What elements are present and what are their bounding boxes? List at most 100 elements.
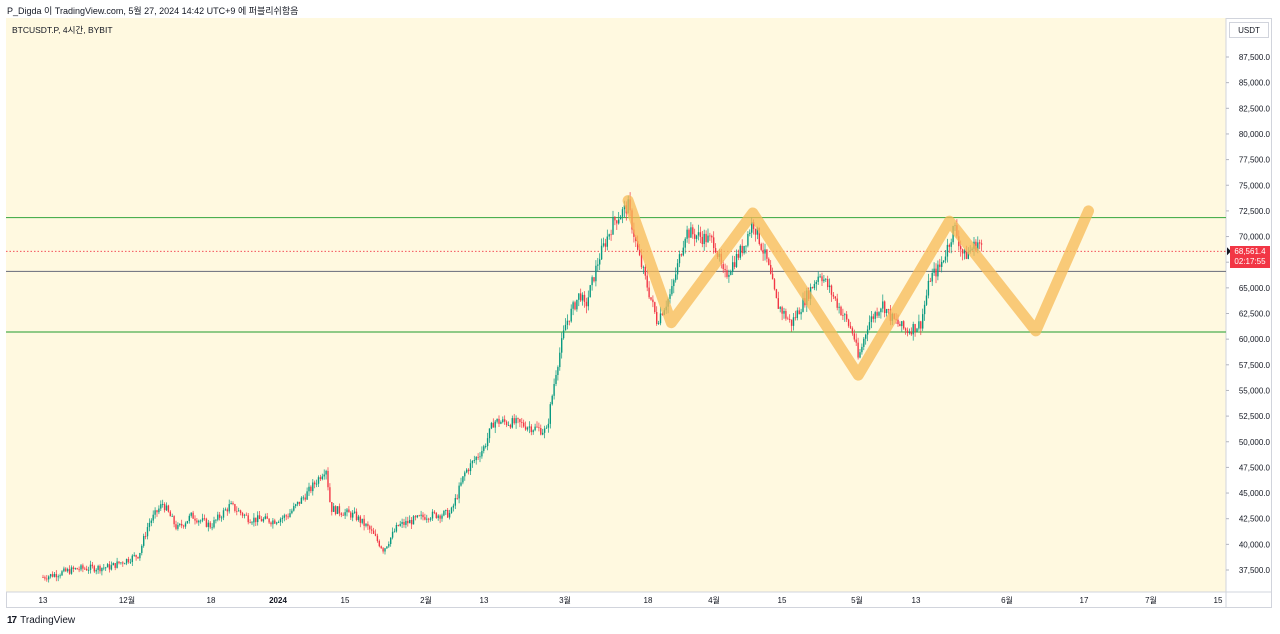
currency-unit-button[interactable]: USDT bbox=[1229, 22, 1269, 38]
candle-body bbox=[519, 419, 521, 423]
candle-body bbox=[355, 511, 358, 520]
candle-body bbox=[144, 536, 147, 537]
candle-body bbox=[371, 529, 373, 531]
candle-body bbox=[876, 312, 878, 316]
candle-body bbox=[781, 307, 783, 314]
candle-body bbox=[443, 510, 445, 516]
candle-body bbox=[270, 522, 272, 525]
price-chart[interactable]: 37,500.0 40,000.0 42,500.0 45,000.0 47,500.0… bbox=[6, 18, 1272, 608]
candle-body bbox=[656, 312, 658, 324]
candle-body bbox=[815, 281, 817, 284]
candle-body bbox=[538, 427, 540, 429]
candle-body bbox=[920, 321, 922, 329]
candle-body bbox=[471, 460, 474, 464]
candle-body bbox=[418, 515, 420, 517]
candle-body bbox=[213, 520, 215, 528]
candle-body bbox=[500, 421, 502, 424]
candle-body bbox=[828, 285, 831, 288]
candle-body bbox=[95, 569, 97, 572]
candle-body bbox=[359, 516, 361, 523]
candle-body bbox=[585, 301, 588, 307]
candle-body bbox=[112, 563, 114, 566]
candle-body bbox=[148, 522, 151, 528]
candle-body bbox=[302, 497, 304, 499]
candle-body bbox=[67, 569, 69, 572]
drawn-zigzag-pattern[interactable] bbox=[622, 195, 1094, 381]
candle-body bbox=[78, 569, 80, 571]
candle-body bbox=[428, 518, 430, 520]
candle-body bbox=[813, 283, 816, 289]
candle-body bbox=[205, 518, 208, 527]
candle-body bbox=[762, 249, 764, 254]
candle-body bbox=[70, 567, 73, 574]
candle-body bbox=[473, 460, 475, 461]
x-tick-label: 6월 bbox=[1001, 595, 1013, 605]
candle-body bbox=[53, 573, 56, 577]
candle-body bbox=[688, 229, 690, 238]
candle-body bbox=[777, 298, 779, 309]
candle-body bbox=[403, 521, 405, 525]
candle-body bbox=[139, 552, 141, 559]
candle-body bbox=[528, 426, 531, 428]
candle-body bbox=[853, 333, 855, 340]
x-tick-label: 18 bbox=[207, 596, 216, 605]
candle-body bbox=[441, 515, 443, 519]
candle-body bbox=[179, 523, 181, 526]
candle-body bbox=[118, 561, 120, 564]
candle-body bbox=[308, 486, 310, 492]
candle-body bbox=[448, 512, 451, 518]
candle-body bbox=[251, 522, 253, 524]
candle-body bbox=[378, 541, 380, 547]
candle-body bbox=[198, 520, 200, 523]
candle-body bbox=[99, 565, 101, 572]
y-tick-label: 87,500.0 bbox=[1239, 53, 1271, 62]
candle-body bbox=[209, 522, 211, 528]
candle-body bbox=[333, 506, 335, 512]
candle-body bbox=[944, 256, 947, 261]
candle-body bbox=[745, 245, 747, 247]
candle-body bbox=[184, 523, 187, 527]
candle-body bbox=[756, 227, 759, 235]
candle-body bbox=[281, 517, 284, 519]
candle-body bbox=[929, 280, 931, 282]
candle-body bbox=[566, 320, 569, 325]
candle-body bbox=[327, 470, 329, 488]
y-tick-label: 42,500.0 bbox=[1239, 515, 1271, 524]
candle-body bbox=[230, 502, 232, 505]
candle-body bbox=[739, 245, 741, 258]
candle-body bbox=[429, 518, 432, 520]
candle-body bbox=[735, 253, 738, 267]
candle-body bbox=[521, 422, 523, 423]
candle-body bbox=[619, 216, 622, 220]
candle-body bbox=[105, 567, 107, 569]
candle-body bbox=[158, 508, 160, 513]
y-tick-label: 70,000.0 bbox=[1239, 233, 1271, 242]
candle-body bbox=[196, 520, 198, 523]
candle-body bbox=[367, 523, 369, 527]
x-tick-label: 4월 bbox=[708, 595, 720, 605]
candle-body bbox=[234, 504, 236, 511]
candle-body bbox=[369, 526, 371, 530]
candle-body bbox=[872, 316, 874, 319]
candle-body bbox=[146, 527, 149, 537]
candle-body bbox=[416, 515, 418, 518]
candle-body bbox=[578, 293, 580, 300]
candle-body bbox=[942, 260, 945, 262]
candle-body bbox=[557, 367, 559, 376]
candle-body bbox=[397, 524, 399, 526]
candle-body bbox=[711, 235, 713, 238]
candle-body bbox=[454, 498, 456, 506]
candle-body bbox=[458, 485, 460, 499]
candle-body bbox=[703, 233, 705, 245]
candle-body bbox=[648, 287, 650, 298]
candle-body bbox=[547, 423, 550, 428]
candle-body bbox=[154, 510, 156, 515]
candle-body bbox=[306, 491, 308, 500]
candle-body bbox=[232, 502, 234, 505]
candle-body bbox=[350, 512, 352, 518]
candle-body bbox=[410, 519, 413, 525]
candle-body bbox=[543, 428, 546, 433]
candle-body bbox=[479, 456, 481, 458]
candle-body bbox=[431, 511, 434, 519]
candle-body bbox=[296, 501, 299, 505]
